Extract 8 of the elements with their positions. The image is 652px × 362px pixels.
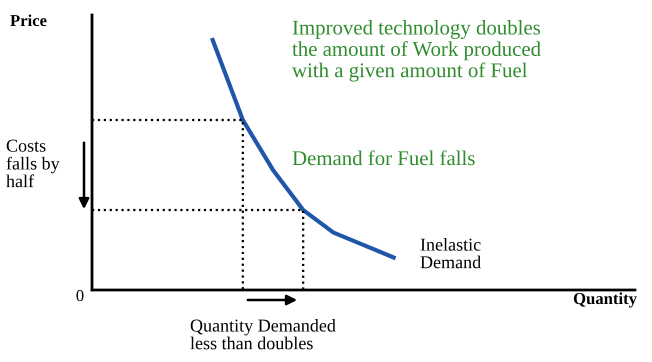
x-axis-title: Quantity bbox=[574, 292, 637, 308]
annotation: Demand for Fuel falls bbox=[292, 150, 475, 166]
y-axis-title: Price bbox=[10, 14, 47, 26]
annotation: Inelastic Demand bbox=[420, 238, 481, 268]
text: Costs falls by half bbox=[6, 140, 60, 188]
text: 0 bbox=[76, 290, 84, 302]
annotation: Improved technology doubles the amount of Work produced with a given amount of Fuel bbox=[292, 20, 541, 82]
text: Quantity Demanded less than doubles bbox=[190, 318, 336, 350]
